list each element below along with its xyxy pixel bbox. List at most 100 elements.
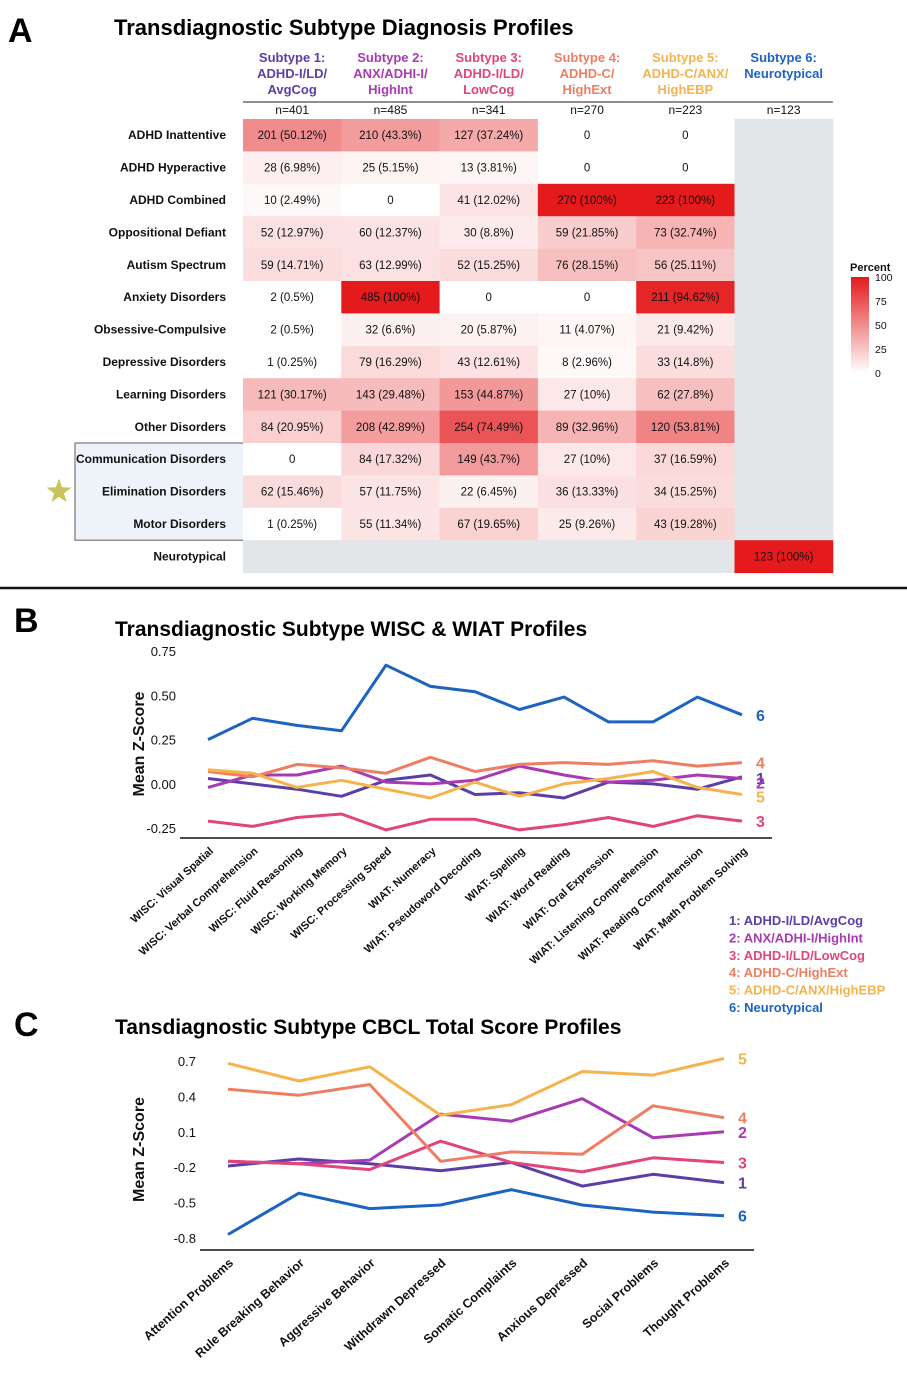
- cell-value: 63 (12.99%): [359, 260, 422, 272]
- heatmap-cell: [636, 443, 735, 476]
- cell-value: 0: [682, 130, 688, 142]
- heatmap-cell: [636, 119, 735, 152]
- heatmap-cell: [243, 248, 342, 282]
- heatmap-cell: [537, 410, 637, 444]
- series-end-label: 6: [738, 1209, 747, 1226]
- cell-value: 1 (0.25%): [267, 357, 317, 369]
- cell-value: 1 (0.25%): [267, 519, 317, 531]
- row-label: Neurotypical: [153, 549, 226, 563]
- heatmap-cell: [537, 475, 637, 509]
- heatmap-cell: [734, 119, 834, 152]
- cell-value: 22 (6.45%): [461, 487, 517, 499]
- cell-value: 73 (32.74%): [654, 227, 717, 239]
- cell-value: 76 (28.15%): [556, 260, 619, 272]
- heatmap-cell: [243, 216, 342, 250]
- series-end-label: 2: [756, 776, 765, 793]
- series-line: [207, 764, 743, 789]
- heatmap-cell: [243, 378, 342, 412]
- row-label: Elimination Disorders: [102, 485, 226, 499]
- row-label: ADHD Combined: [129, 193, 226, 207]
- column-header: Subtype 6: Neurotypical: [744, 50, 823, 81]
- series-line: [227, 1097, 725, 1166]
- series-line: [227, 1057, 725, 1117]
- cell-value: 62 (15.46%): [261, 487, 324, 499]
- column-header: Subtype 5: ADHD-C/ANX/HighEBP: [642, 50, 728, 97]
- heatmap-cell: [341, 475, 441, 509]
- legend-title: Percent: [850, 262, 891, 274]
- legend-tick: 100: [875, 272, 893, 284]
- heatmap-cell: [439, 216, 539, 250]
- cell-value: 33 (14.8%): [657, 357, 713, 369]
- series-line: [227, 1139, 725, 1174]
- legend-entry: 5: ADHD-C/ANX/HighEBP: [729, 983, 886, 998]
- cell-value: 89 (32.96%): [556, 422, 619, 434]
- heatmap-cell: [243, 281, 342, 314]
- heatmap-cell: [537, 313, 637, 347]
- x-tick-label: WIAT: Word Reading: [484, 845, 572, 926]
- cell-value: 25 (5.15%): [362, 163, 418, 175]
- y-tick-label: -0.8: [174, 1231, 196, 1246]
- cell-value: 28 (6.98%): [264, 163, 320, 175]
- heatmap-cell: [734, 248, 834, 282]
- legend-entry: 2: ANX/ADHI-I/HighInt: [729, 930, 864, 945]
- cell-value: 67 (19.65%): [457, 519, 520, 531]
- cell-value: 20 (5.87%): [461, 325, 517, 337]
- series-line: [207, 773, 743, 800]
- cbcl-chart-title: Tansdiagnostic Subtype CBCL Total Score …: [115, 1016, 621, 1039]
- cell-value: 13 (3.81%): [461, 163, 517, 175]
- heatmap-cell: [341, 410, 441, 444]
- star-icon: [46, 478, 72, 503]
- series-line: [227, 1157, 725, 1188]
- cell-value: 270 (100%): [557, 195, 617, 207]
- heatmap-cell: [243, 345, 342, 379]
- row-label: Anxiety Disorders: [123, 290, 226, 304]
- cell-value: 8 (2.96%): [562, 357, 612, 369]
- heatmap-cell: [537, 281, 637, 314]
- cell-value: 21 (9.42%): [657, 325, 713, 337]
- cell-value: 223 (100%): [656, 195, 716, 207]
- series-end-label: 1: [756, 771, 765, 788]
- heatmap-title: Transdiagnostic Subtype Diagnosis Profil…: [114, 15, 574, 40]
- heatmap-cell: [439, 475, 539, 509]
- cell-value: 0: [486, 292, 492, 304]
- heatmap-cell: [243, 410, 342, 444]
- cell-value: 143 (29.48%): [356, 389, 425, 401]
- series-line: [207, 663, 743, 741]
- column-n-label: n=223: [668, 103, 702, 117]
- column-n-label: n=123: [767, 103, 801, 117]
- x-tick-label: Social Problems: [580, 1256, 662, 1332]
- cell-value: 55 (11.34%): [360, 519, 422, 531]
- cell-value: 0: [682, 163, 688, 175]
- column-header: Subtype 2: ANX/ADHI-I/HighInt: [353, 50, 428, 97]
- y-tick-label: 0.75: [151, 644, 176, 659]
- heatmap-cell: [734, 313, 834, 347]
- heatmap-cell: [439, 119, 539, 152]
- cell-value: 56 (25.11%): [654, 260, 716, 272]
- series-end-label: 3: [756, 814, 765, 831]
- row-label: Learning Disorders: [116, 387, 226, 401]
- heatmap-cell: [341, 540, 441, 574]
- heatmap-cell: [439, 248, 539, 282]
- y-tick-label: -0.2: [174, 1160, 196, 1175]
- cell-value: 485 (100%): [361, 292, 421, 304]
- y-tick-label: -0.25: [146, 821, 176, 836]
- x-tick-label: WIAT: Oral Expression: [521, 845, 616, 932]
- cell-value: 0: [584, 163, 590, 175]
- y-tick-label: 0.00: [151, 777, 176, 792]
- cell-value: 0: [584, 292, 590, 304]
- y-tick-label: 0.25: [151, 733, 176, 748]
- legend-entry: 4: ADHD-C/HighExt: [729, 965, 848, 980]
- cell-value: 0: [584, 130, 590, 142]
- cell-value: 34 (15.25%): [654, 487, 717, 499]
- heatmap-cell: [636, 345, 735, 379]
- heatmap-cell: [537, 507, 637, 541]
- heatmap-cell: [439, 410, 539, 444]
- series-end-label: 4: [738, 1111, 747, 1128]
- heatmap-cell: [734, 378, 834, 412]
- legend-entry: 3: ADHD-I/LD/LowCog: [729, 948, 865, 963]
- cell-value: 32 (6.6%): [366, 325, 416, 337]
- panel-a: A Transdiagnostic Subtype Diagnosis Prof…: [8, 12, 893, 574]
- heatmap-cell: [243, 443, 342, 476]
- column-header: Subtype 4: ADHD-C/HighExt: [554, 50, 620, 97]
